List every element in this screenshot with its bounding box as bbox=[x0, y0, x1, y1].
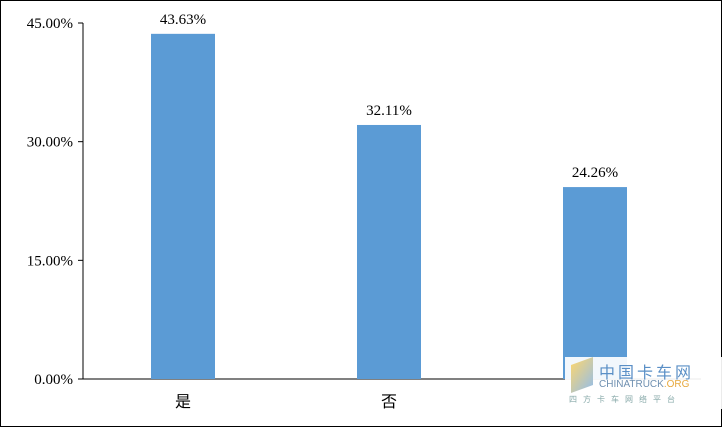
y-tick-label: 0.00% bbox=[34, 372, 73, 388]
x-tick-label: 是 bbox=[175, 394, 191, 411]
watermark-logo: 中国卡车网 CHINATRUCK.ORG 四方卡车网络平台 bbox=[565, 356, 722, 409]
y-tick-label: 30.00% bbox=[27, 135, 73, 151]
truck-logo-icon bbox=[571, 356, 593, 394]
data-label: 43.63% bbox=[160, 12, 206, 28]
y-tick-label: 15.00% bbox=[27, 253, 73, 269]
bar bbox=[357, 124, 421, 380]
x-tick-label: 否 bbox=[381, 394, 397, 411]
data-label: 32.11% bbox=[366, 103, 412, 119]
y-tick-label: 45.00% bbox=[27, 16, 73, 32]
watermark-cn: 中国卡车网 bbox=[599, 363, 695, 382]
data-label: 24.26% bbox=[572, 165, 618, 181]
bar bbox=[151, 33, 215, 379]
watermark-sub: 四方卡车网络平台 bbox=[569, 395, 681, 404]
bar bbox=[563, 187, 627, 379]
watermark-en: CHINATRUCK.ORG bbox=[599, 379, 690, 390]
